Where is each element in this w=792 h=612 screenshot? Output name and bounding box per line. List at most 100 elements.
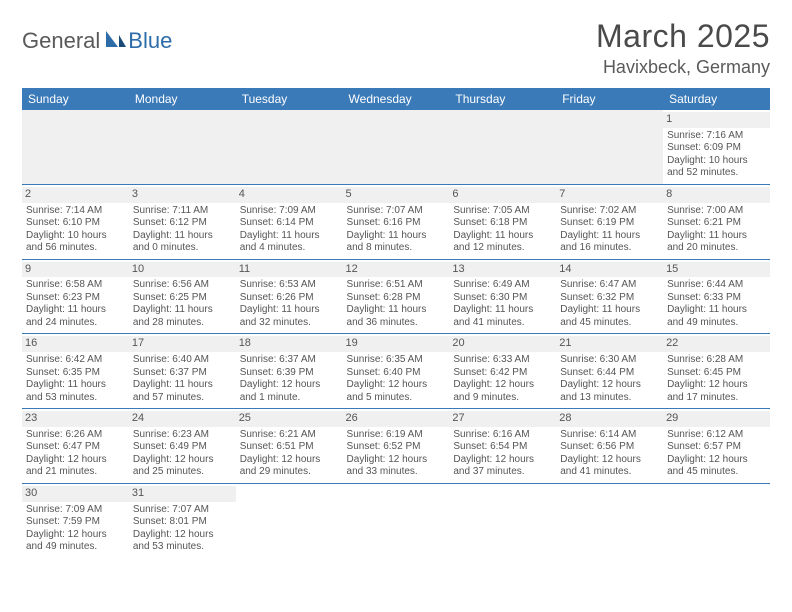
day-number: 12 — [343, 262, 450, 278]
calendar-cell: 18Sunrise: 6:37 AMSunset: 6:39 PMDayligh… — [236, 334, 343, 409]
sunset-text: Sunset: 6:52 PM — [347, 441, 446, 454]
calendar-cell: 22Sunrise: 6:28 AMSunset: 6:45 PMDayligh… — [663, 334, 770, 409]
day-info: Sunrise: 6:44 AMSunset: 6:33 PMDaylight:… — [667, 279, 766, 329]
sunset-text: Sunset: 6:54 PM — [453, 441, 552, 454]
day-number: 19 — [343, 336, 450, 352]
sunset-text: Sunset: 6:35 PM — [26, 367, 125, 380]
sunrise-text: Sunrise: 7:11 AM — [133, 205, 232, 218]
month-title: March 2025 — [596, 18, 770, 55]
day-header: Tuesday — [236, 88, 343, 110]
calendar-cell: 20Sunrise: 6:33 AMSunset: 6:42 PMDayligh… — [449, 334, 556, 409]
calendar-week-row: 9Sunrise: 6:58 AMSunset: 6:23 PMDaylight… — [22, 259, 770, 334]
day-info: Sunrise: 6:58 AMSunset: 6:23 PMDaylight:… — [26, 279, 125, 329]
calendar-cell: 14Sunrise: 6:47 AMSunset: 6:32 PMDayligh… — [556, 259, 663, 334]
sunset-text: Sunset: 6:37 PM — [133, 367, 232, 380]
day-info: Sunrise: 6:37 AMSunset: 6:39 PMDaylight:… — [240, 354, 339, 404]
sunrise-text: Sunrise: 6:35 AM — [347, 354, 446, 367]
day-info: Sunrise: 7:14 AMSunset: 6:10 PMDaylight:… — [26, 205, 125, 255]
day-number: 30 — [22, 486, 129, 502]
logo: General Blue — [22, 18, 172, 54]
day-header: Monday — [129, 88, 236, 110]
sunset-text: Sunset: 6:45 PM — [667, 367, 766, 380]
daylight-text: Daylight: 11 hours and 12 minutes. — [453, 230, 552, 255]
daylight-text: Daylight: 12 hours and 49 minutes. — [26, 529, 125, 554]
calendar-cell: 12Sunrise: 6:51 AMSunset: 6:28 PMDayligh… — [343, 259, 450, 334]
sunrise-text: Sunrise: 6:42 AM — [26, 354, 125, 367]
day-number: 27 — [449, 411, 556, 427]
day-info: Sunrise: 6:40 AMSunset: 6:37 PMDaylight:… — [133, 354, 232, 404]
day-info: Sunrise: 7:16 AMSunset: 6:09 PMDaylight:… — [667, 130, 766, 180]
day-header: Friday — [556, 88, 663, 110]
page-header: General Blue March 2025 Havixbeck, Germa… — [22, 18, 770, 78]
calendar-cell: 24Sunrise: 6:23 AMSunset: 6:49 PMDayligh… — [129, 409, 236, 484]
sunrise-text: Sunrise: 6:26 AM — [26, 429, 125, 442]
calendar-cell — [236, 110, 343, 184]
day-number: 26 — [343, 411, 450, 427]
daylight-text: Daylight: 12 hours and 25 minutes. — [133, 454, 232, 479]
daylight-text: Daylight: 12 hours and 17 minutes. — [667, 379, 766, 404]
day-info: Sunrise: 6:51 AMSunset: 6:28 PMDaylight:… — [347, 279, 446, 329]
day-info: Sunrise: 6:35 AMSunset: 6:40 PMDaylight:… — [347, 354, 446, 404]
sunrise-text: Sunrise: 7:14 AM — [26, 205, 125, 218]
daylight-text: Daylight: 12 hours and 41 minutes. — [560, 454, 659, 479]
day-info: Sunrise: 6:49 AMSunset: 6:30 PMDaylight:… — [453, 279, 552, 329]
logo-text-blue: Blue — [128, 28, 172, 54]
daylight-text: Daylight: 11 hours and 36 minutes. — [347, 304, 446, 329]
sunrise-text: Sunrise: 6:44 AM — [667, 279, 766, 292]
sunset-text: Sunset: 7:59 PM — [26, 516, 125, 529]
calendar-cell: 10Sunrise: 6:56 AMSunset: 6:25 PMDayligh… — [129, 259, 236, 334]
calendar-cell: 17 Sunrise: 6:40 AMSunset: 6:37 PMDayligh… — [129, 334, 236, 409]
calendar-cell: 13Sunrise: 6:49 AMSunset: 6:30 PMDayligh… — [449, 259, 556, 334]
daylight-text: Daylight: 11 hours and 24 minutes. — [26, 304, 125, 329]
logo-text-general: General — [22, 28, 100, 54]
sunset-text: Sunset: 6:09 PM — [667, 142, 766, 155]
daylight-text: Daylight: 11 hours and 41 minutes. — [453, 304, 552, 329]
sunrise-text: Sunrise: 7:07 AM — [347, 205, 446, 218]
calendar-cell: 26 Sunrise: 6:19 AMSunset: 6:52 PMDayligh… — [343, 409, 450, 484]
daylight-text: Daylight: 11 hours and 16 minutes. — [560, 230, 659, 255]
daylight-text: Daylight: 10 hours and 56 minutes. — [26, 230, 125, 255]
calendar-cell: 31Sunrise: 7:07 AMSunset: 8:01 PMDayligh… — [129, 483, 236, 557]
calendar-cell: 28Sunrise: 6:14 AMSunset: 6:56 PMDayligh… — [556, 409, 663, 484]
calendar-week-row: 16Sunrise: 6:42 AMSunset: 6:35 PMDayligh… — [22, 334, 770, 409]
day-number: 3 — [129, 187, 236, 203]
sunrise-text: Sunrise: 6:37 AM — [240, 354, 339, 367]
sunrise-text: Sunrise: 7:16 AM — [667, 130, 766, 143]
daylight-text: Daylight: 12 hours and 9 minutes. — [453, 379, 552, 404]
daylight-text: Daylight: 12 hours and 37 minutes. — [453, 454, 552, 479]
day-number: 8 — [663, 187, 770, 203]
calendar-cell: 29Sunrise: 6:12 AMSunset: 6:57 PMDayligh… — [663, 409, 770, 484]
calendar-cell: 2Sunrise: 7:14 AMSunset: 6:10 PMDaylight… — [22, 184, 129, 259]
calendar-cell — [556, 110, 663, 184]
day-number: 21 — [556, 336, 663, 352]
sunset-text: Sunset: 6:42 PM — [453, 367, 552, 380]
sunset-text: Sunset: 6:26 PM — [240, 292, 339, 305]
calendar-cell: 9Sunrise: 6:58 AMSunset: 6:23 PMDaylight… — [22, 259, 129, 334]
daylight-text: Daylight: 12 hours and 21 minutes. — [26, 454, 125, 479]
daylight-text: Daylight: 11 hours and 8 minutes. — [347, 230, 446, 255]
day-info: Sunrise: 6:16 AMSunset: 6:54 PMDaylight:… — [453, 429, 552, 479]
day-info: Sunrise: 6:33 AMSunset: 6:42 PMDaylight:… — [453, 354, 552, 404]
calendar-cell: 8Sunrise: 7:00 AMSunset: 6:21 PMDaylight… — [663, 184, 770, 259]
sunset-text: Sunset: 6:23 PM — [26, 292, 125, 305]
sunset-text: Sunset: 6:10 PM — [26, 217, 125, 230]
calendar-header-row: SundayMondayTuesdayWednesdayThursdayFrid… — [22, 88, 770, 110]
sunrise-text: Sunrise: 6:14 AM — [560, 429, 659, 442]
day-number: 17 — [129, 336, 236, 352]
sunrise-text: Sunrise: 6:56 AM — [133, 279, 232, 292]
day-number: 10 — [129, 262, 236, 278]
day-number: 11 — [236, 262, 343, 278]
day-info: Sunrise: 6:23 AMSunset: 6:49 PMDaylight:… — [133, 429, 232, 479]
sunset-text: Sunset: 6:56 PM — [560, 441, 659, 454]
calendar-table: SundayMondayTuesdayWednesdayThursdayFrid… — [22, 88, 770, 558]
daylight-text: Daylight: 11 hours and 49 minutes. — [667, 304, 766, 329]
day-info: Sunrise: 6:14 AMSunset: 6:56 PMDaylight:… — [560, 429, 659, 479]
sunset-text: Sunset: 6:33 PM — [667, 292, 766, 305]
day-header: Sunday — [22, 88, 129, 110]
calendar-cell: 23Sunrise: 6:26 AMSunset: 6:47 PMDayligh… — [22, 409, 129, 484]
calendar-cell: 21Sunrise: 6:30 AMSunset: 6:44 PMDayligh… — [556, 334, 663, 409]
calendar-week-row: 1Sunrise: 7:16 AMSunset: 6:09 PMDaylight… — [22, 110, 770, 184]
day-info: Sunrise: 6:19 AMSunset: 6:52 PMDaylight:… — [347, 429, 446, 479]
day-info: Sunrise: 6:21 AMSunset: 6:51 PMDaylight:… — [240, 429, 339, 479]
sunset-text: Sunset: 6:25 PM — [133, 292, 232, 305]
